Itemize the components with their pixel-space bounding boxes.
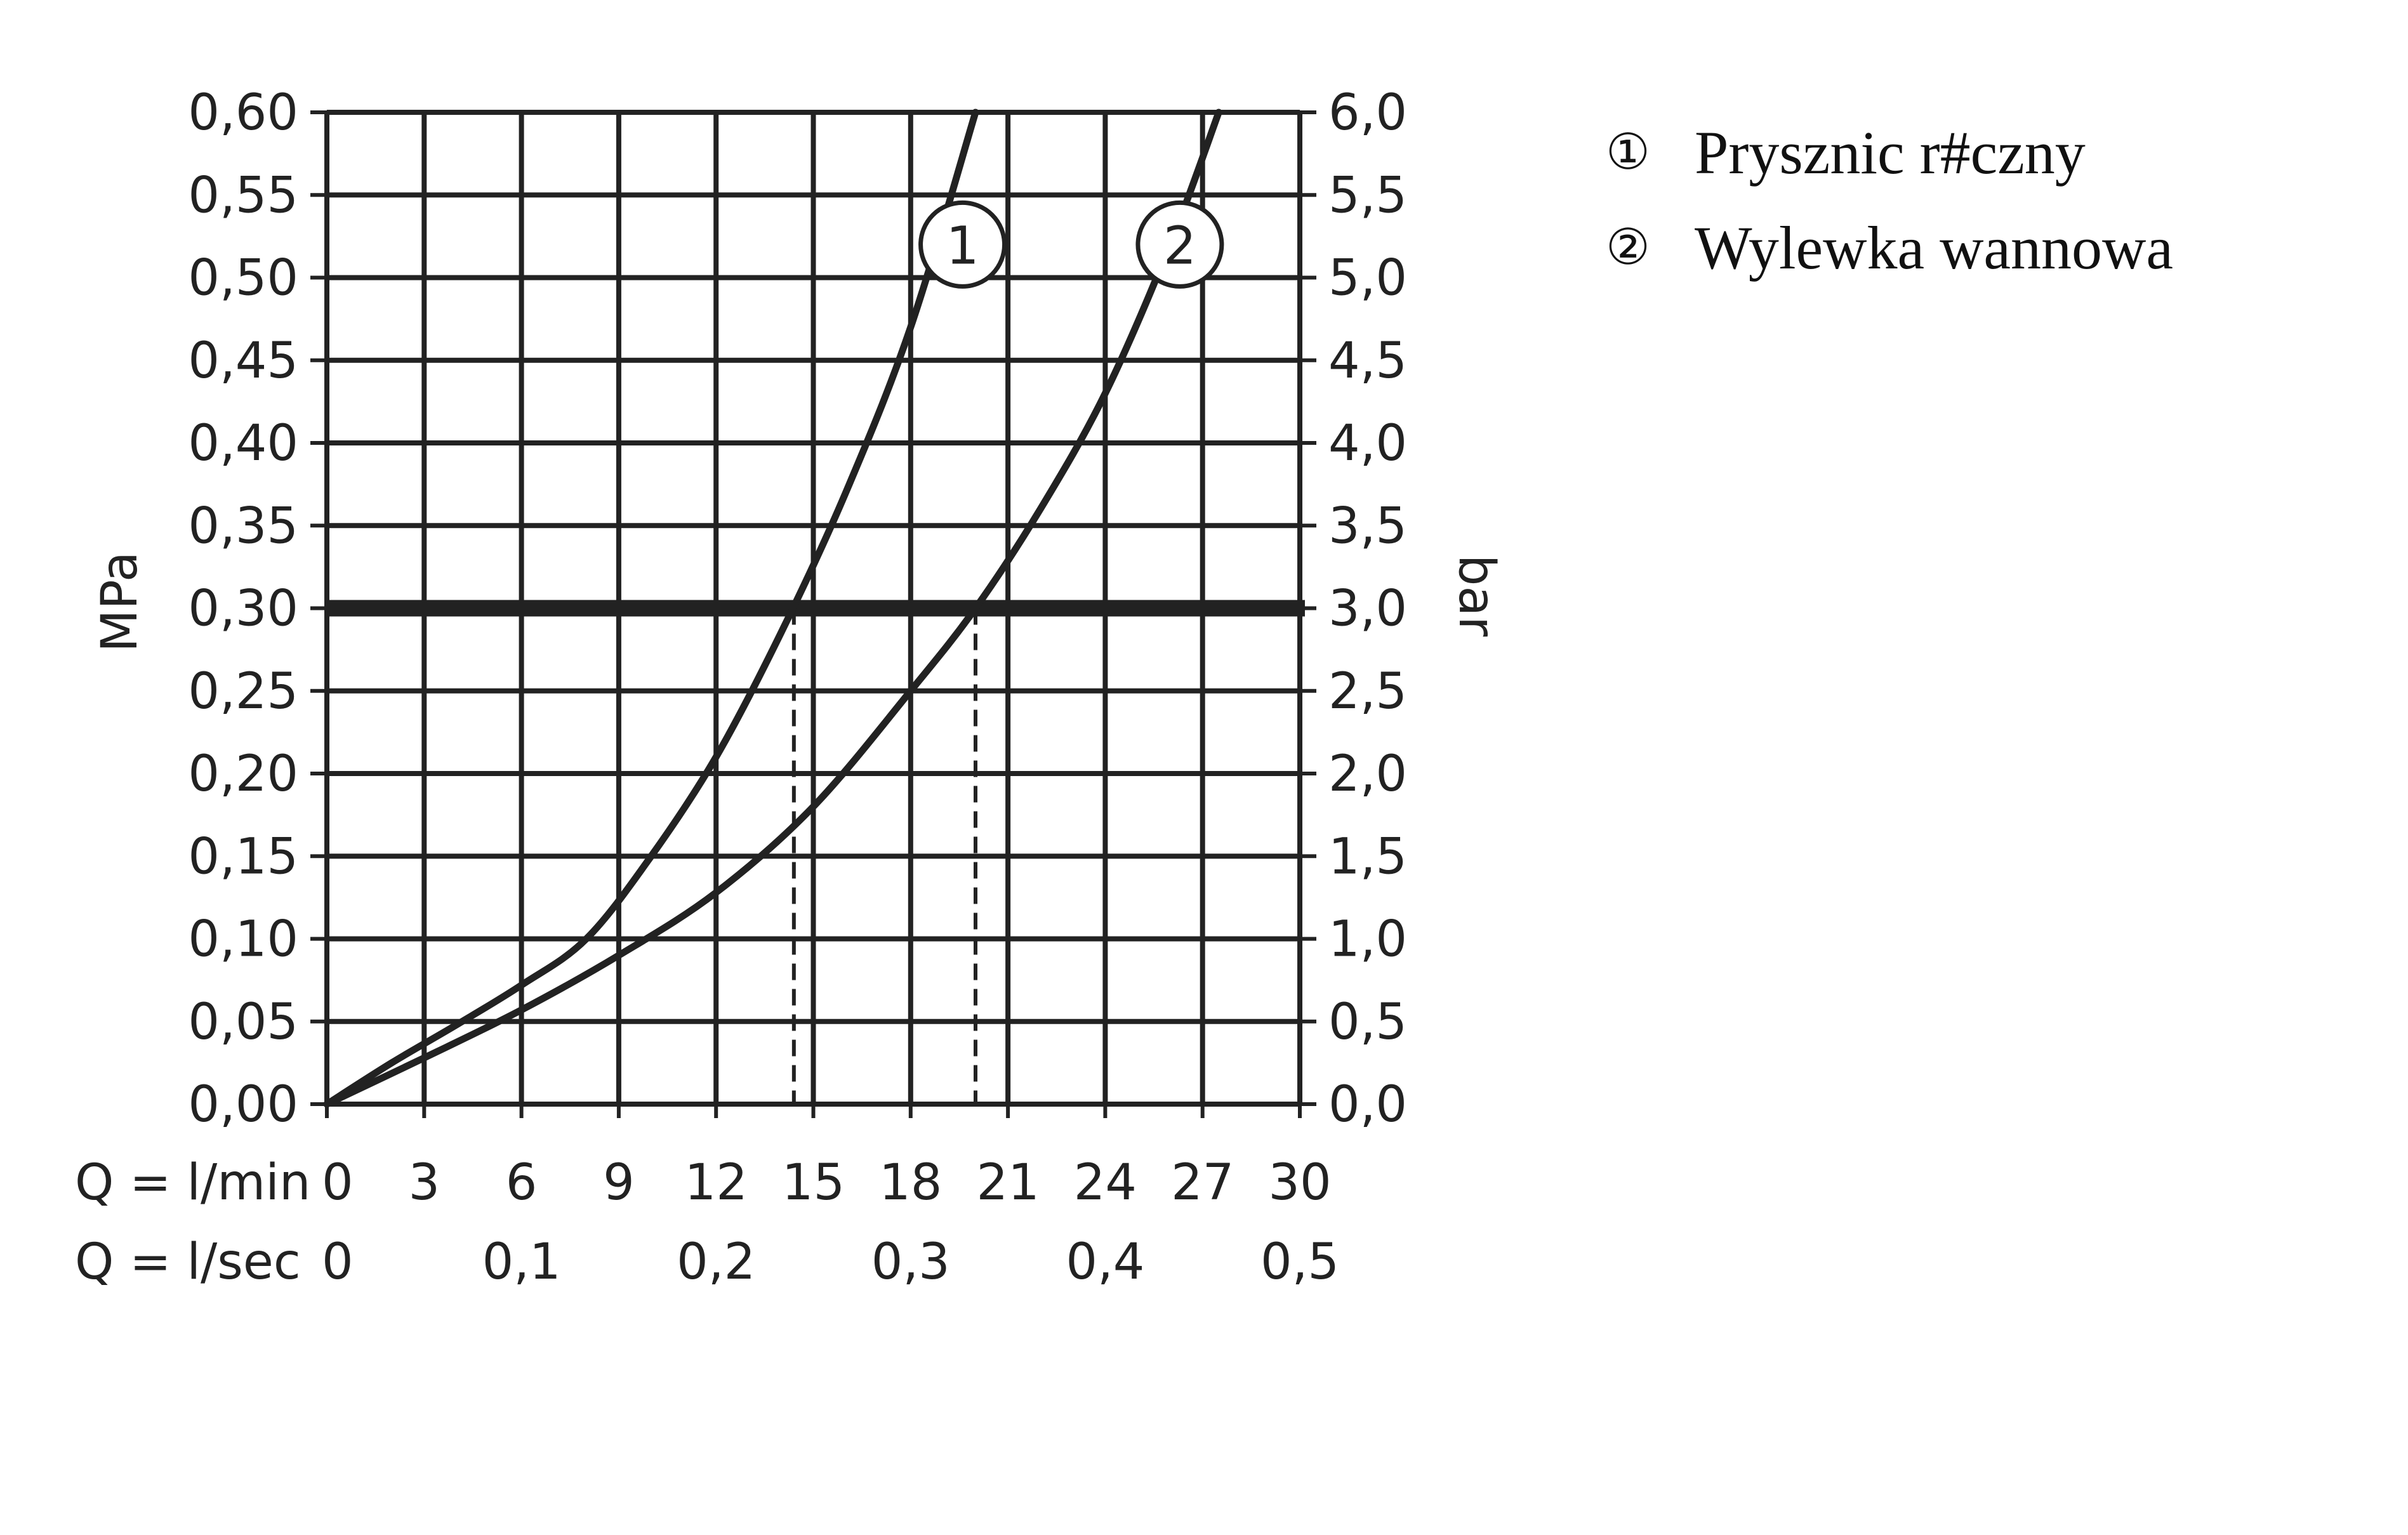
y-right-tick-label-10: 5,0 <box>1328 250 1407 307</box>
y-left-tick-label-3: 0,15 <box>188 828 298 885</box>
x-row2-tick-label-5: 0,5 <box>1260 1234 1339 1291</box>
y-right-tick-label-8: 4,0 <box>1328 415 1407 472</box>
y-right-axis-title: bar <box>1448 555 1505 637</box>
y-right-tick-label-9: 4,5 <box>1328 333 1407 390</box>
x-row1-tick-label-2: 6 <box>506 1154 538 1211</box>
x-row1-tick-label-0: 0 <box>322 1154 354 1211</box>
x-row1-tick-label-10: 30 <box>1268 1154 1331 1211</box>
x-row1-tick-label-6: 18 <box>879 1154 942 1211</box>
x-row1-tick-label-9: 27 <box>1171 1154 1234 1211</box>
x-row1-tick-label-4: 12 <box>685 1154 748 1211</box>
x-row1-tick-label-7: 21 <box>976 1154 1039 1211</box>
y-left-axis-title: MPa <box>91 551 149 652</box>
y-left-tick-label-5: 0,25 <box>188 663 298 720</box>
curve-label-circle-2 <box>1135 200 1224 289</box>
legend-item-2: ② Wylewka wannowa <box>1606 200 2173 295</box>
curve-1 <box>323 109 979 1108</box>
curve-2 <box>323 109 1222 1108</box>
y-left-tick-label-10: 0,50 <box>188 250 298 307</box>
y-right-tick-label-4: 2,0 <box>1328 746 1407 803</box>
y-left-tick-label-7: 0,35 <box>188 497 298 555</box>
y-left-tick-label-11: 0,55 <box>188 167 298 224</box>
x-row-label-1: Q = l/min <box>75 1154 310 1211</box>
y-right-tick-label-1: 0,5 <box>1328 994 1407 1051</box>
x-row2-tick-label-3: 0,3 <box>871 1234 950 1291</box>
y-left-tick-label-6: 0,30 <box>188 581 298 638</box>
y-right-tick-label-11: 5,5 <box>1328 167 1407 224</box>
y-right-tick-label-3: 1,5 <box>1328 828 1407 885</box>
x-row2-tick-label-1: 0,1 <box>482 1234 561 1291</box>
y-right-tick-label-12: 6,0 <box>1328 84 1407 142</box>
y-left-tick-label-4: 0,20 <box>188 746 298 803</box>
y-left-tick-label-1: 0,05 <box>188 994 298 1051</box>
x-row1-tick-label-8: 24 <box>1074 1154 1137 1211</box>
y-right-tick-label-2: 1,0 <box>1328 911 1407 968</box>
x-row1-tick-label-5: 15 <box>782 1154 845 1211</box>
legend-label-2: Wylewka wannowa <box>1695 213 2173 282</box>
y-right-tick-label-0: 0,0 <box>1328 1076 1407 1133</box>
y-left-tick-label-8: 0,40 <box>188 415 298 472</box>
x-row2-tick-label-0: 0 <box>322 1234 354 1291</box>
x-row1-tick-label-1: 3 <box>408 1154 440 1211</box>
curve-label-circle-1 <box>918 200 1007 289</box>
reference-line-layer <box>327 600 1305 1104</box>
y-left-tick-label-2: 0,10 <box>188 911 298 968</box>
legend-marker-2: ② <box>1606 219 1650 276</box>
y-left-tick-label-0: 0,00 <box>188 1076 298 1133</box>
legend-label-1: Prysznic r#czny <box>1695 118 2086 187</box>
x-row2-tick-label-4: 0,4 <box>1066 1234 1144 1291</box>
y-left-tick-label-12: 0,60 <box>188 84 298 142</box>
y-right-tick-label-6: 3,0 <box>1328 581 1407 638</box>
curve-label-1: 1 <box>946 216 979 276</box>
x-row2-tick-label-2: 0,2 <box>677 1234 755 1291</box>
y-right-tick-label-7: 3,5 <box>1328 497 1407 555</box>
y-right-tick-label-5: 2,5 <box>1328 663 1407 720</box>
y-left-tick-label-9: 0,45 <box>188 333 298 390</box>
x-row1-tick-label-3: 9 <box>603 1154 635 1211</box>
legend-item-1: ① Prysznic r#czny <box>1606 105 2173 200</box>
legend: ① Prysznic r#czny ② Wylewka wannowa <box>1606 105 2173 295</box>
legend-marker-1: ① <box>1606 124 1650 181</box>
curve-label-2: 2 <box>1163 216 1196 276</box>
tick-labels: 0,000,050,100,150,200,250,300,350,400,45… <box>75 84 1505 1291</box>
x-row-label-2: Q = l/sec <box>75 1234 301 1291</box>
